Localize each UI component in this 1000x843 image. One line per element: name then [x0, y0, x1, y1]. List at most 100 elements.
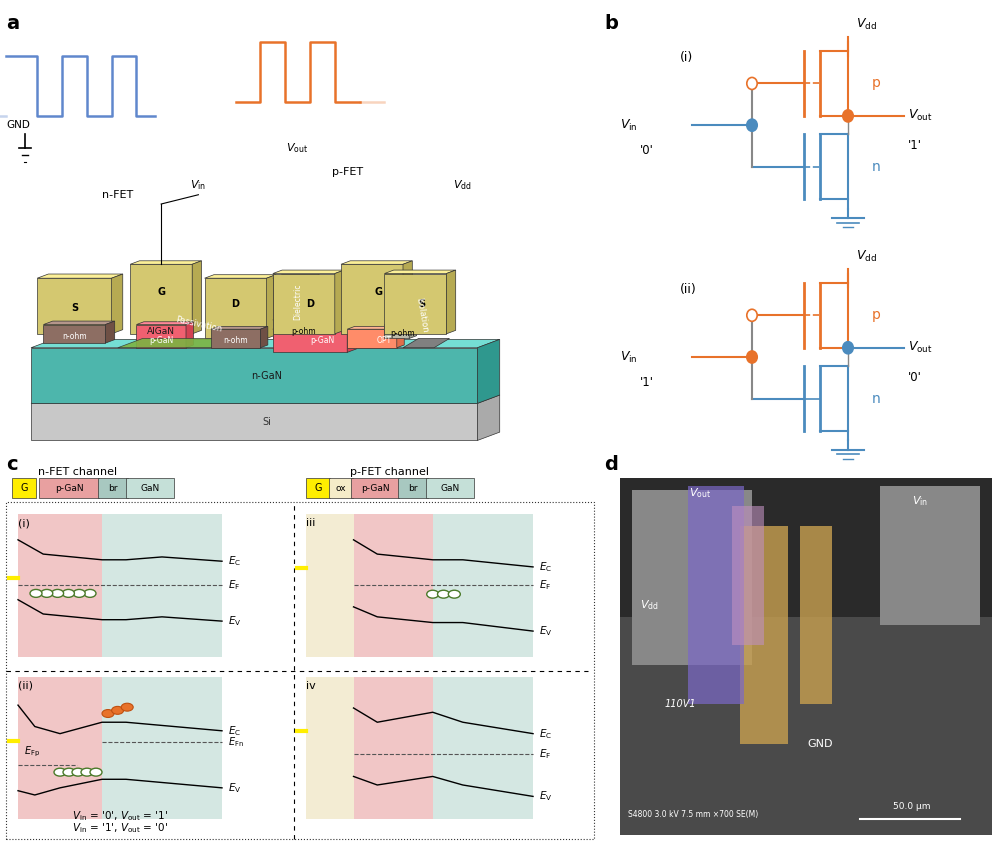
- Polygon shape: [384, 270, 456, 273]
- Text: $V_\mathrm{dd}$: $V_\mathrm{dd}$: [856, 18, 877, 32]
- Text: p: p: [872, 309, 881, 322]
- Polygon shape: [477, 395, 500, 440]
- Text: G: G: [314, 483, 322, 493]
- Polygon shape: [130, 260, 202, 264]
- FancyBboxPatch shape: [620, 479, 992, 835]
- Text: n-FET channel: n-FET channel: [38, 467, 118, 476]
- Text: $V_\mathrm{out}$: $V_\mathrm{out}$: [908, 109, 933, 123]
- Text: AlGaN: AlGaN: [147, 327, 175, 336]
- Text: p-GaN: p-GaN: [55, 484, 83, 493]
- Text: $E_\mathrm{V}$: $E_\mathrm{V}$: [228, 781, 241, 795]
- FancyBboxPatch shape: [433, 677, 533, 819]
- Circle shape: [747, 309, 757, 321]
- Polygon shape: [273, 273, 335, 334]
- FancyBboxPatch shape: [880, 486, 980, 626]
- Circle shape: [843, 110, 853, 122]
- Bar: [6, 502, 594, 839]
- Polygon shape: [273, 316, 344, 319]
- Circle shape: [112, 706, 124, 714]
- Text: $E_\mathrm{F}$: $E_\mathrm{F}$: [539, 747, 551, 760]
- Text: $V_\mathrm{in}$ = '1', $V_\mathrm{out}$ = '0': $V_\mathrm{in}$ = '1', $V_\mathrm{out}$ …: [72, 821, 168, 835]
- Text: $E_\mathrm{V}$: $E_\mathrm{V}$: [539, 790, 553, 803]
- Circle shape: [81, 768, 93, 776]
- Polygon shape: [105, 321, 115, 343]
- Text: $E_\mathrm{Fn}$: $E_\mathrm{Fn}$: [228, 735, 244, 749]
- Text: n-GaN: n-GaN: [251, 371, 282, 380]
- Circle shape: [747, 78, 757, 89]
- Polygon shape: [273, 270, 344, 273]
- Text: Passivation: Passivation: [174, 315, 222, 334]
- FancyBboxPatch shape: [433, 514, 533, 657]
- Polygon shape: [341, 264, 403, 334]
- Polygon shape: [136, 322, 193, 325]
- Text: n-FET: n-FET: [102, 190, 133, 200]
- Text: '1': '1': [640, 375, 654, 389]
- FancyBboxPatch shape: [306, 479, 330, 498]
- Text: iii: iii: [306, 518, 315, 528]
- Polygon shape: [37, 274, 123, 278]
- Text: $E_\mathrm{V}$: $E_\mathrm{V}$: [539, 624, 553, 638]
- Polygon shape: [136, 325, 186, 347]
- Circle shape: [427, 590, 439, 599]
- Polygon shape: [205, 275, 276, 278]
- Text: (ii): (ii): [680, 282, 697, 296]
- Text: p-ohm: p-ohm: [291, 327, 316, 336]
- Text: (i): (i): [18, 518, 30, 528]
- FancyBboxPatch shape: [306, 677, 354, 819]
- Text: b: b: [604, 13, 618, 33]
- Text: c: c: [6, 454, 18, 474]
- FancyBboxPatch shape: [102, 677, 222, 819]
- Circle shape: [90, 768, 102, 776]
- FancyBboxPatch shape: [329, 479, 353, 498]
- FancyBboxPatch shape: [12, 479, 36, 498]
- FancyBboxPatch shape: [98, 479, 128, 498]
- Text: ox: ox: [335, 484, 346, 493]
- Text: d: d: [604, 454, 618, 474]
- Circle shape: [448, 590, 460, 599]
- Text: $V_\mathrm{dd}$: $V_\mathrm{dd}$: [640, 599, 659, 612]
- Circle shape: [747, 119, 757, 132]
- Circle shape: [62, 589, 74, 598]
- Text: $E_\mathrm{C}$: $E_\mathrm{C}$: [228, 555, 241, 568]
- Polygon shape: [31, 395, 500, 403]
- Text: p-FET: p-FET: [332, 167, 363, 176]
- Text: p: p: [872, 77, 881, 90]
- Text: GND: GND: [807, 739, 833, 749]
- FancyBboxPatch shape: [354, 514, 433, 657]
- Text: D: D: [306, 298, 314, 309]
- Polygon shape: [37, 278, 112, 334]
- Polygon shape: [211, 329, 260, 347]
- Text: $V_\mathrm{out}$: $V_\mathrm{out}$: [908, 341, 933, 355]
- Text: 110V1: 110V1: [664, 700, 696, 709]
- Polygon shape: [211, 326, 268, 329]
- Polygon shape: [347, 326, 404, 329]
- Text: n-ohm: n-ohm: [223, 336, 248, 346]
- Text: GaN: GaN: [440, 484, 460, 493]
- Text: br: br: [108, 484, 118, 493]
- Text: '0': '0': [908, 371, 922, 384]
- Polygon shape: [273, 329, 347, 352]
- FancyBboxPatch shape: [398, 479, 428, 498]
- Polygon shape: [43, 325, 105, 343]
- Text: S: S: [71, 303, 78, 314]
- Polygon shape: [384, 322, 417, 325]
- Polygon shape: [273, 278, 310, 338]
- Text: n: n: [872, 160, 881, 174]
- Text: $E_\mathrm{C}$: $E_\mathrm{C}$: [539, 560, 552, 574]
- Text: G: G: [20, 483, 28, 493]
- Text: S: S: [418, 298, 425, 309]
- Text: $V_\mathrm{out}$: $V_\mathrm{out}$: [286, 142, 309, 155]
- Polygon shape: [112, 274, 123, 334]
- Text: '0': '0': [640, 144, 654, 157]
- Circle shape: [747, 351, 757, 363]
- Text: $E_\mathrm{Fp}$: $E_\mathrm{Fp}$: [24, 744, 40, 759]
- Text: $V_\mathrm{in}$: $V_\mathrm{in}$: [912, 494, 928, 508]
- FancyBboxPatch shape: [351, 479, 399, 498]
- Text: $E_\mathrm{F}$: $E_\mathrm{F}$: [228, 578, 240, 593]
- Text: GND: GND: [6, 121, 30, 130]
- Circle shape: [54, 768, 66, 776]
- Circle shape: [63, 768, 75, 776]
- Text: $E_\mathrm{F}$: $E_\mathrm{F}$: [539, 578, 551, 593]
- Polygon shape: [347, 329, 397, 347]
- Text: $V_\mathrm{in}$: $V_\mathrm{in}$: [620, 350, 638, 364]
